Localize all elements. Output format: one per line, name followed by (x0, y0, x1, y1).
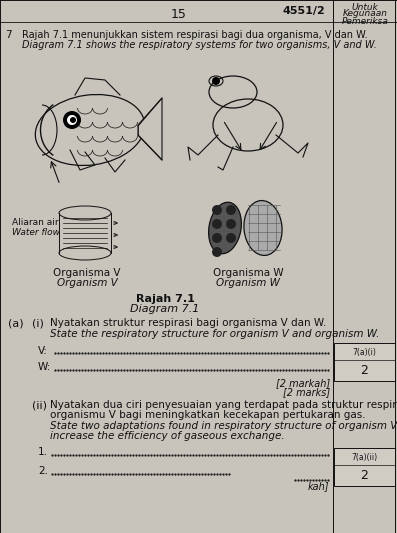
Circle shape (212, 205, 222, 215)
Text: Organisma W: Organisma W (213, 268, 283, 278)
Text: 2: 2 (360, 469, 368, 482)
Text: Water flow: Water flow (12, 228, 60, 237)
Text: Diagram 7.1: Diagram 7.1 (130, 304, 200, 314)
Text: organismu V bagi meningkatkan kecekapan pertukaran gas.: organismu V bagi meningkatkan kecekapan … (50, 410, 366, 420)
Circle shape (212, 77, 220, 85)
Text: [2 marks]: [2 marks] (283, 387, 330, 397)
Bar (334, 448, 395, 486)
Text: 7(a)(i): 7(a)(i) (353, 348, 376, 357)
Circle shape (226, 205, 236, 215)
Text: Untuk: Untuk (352, 3, 378, 12)
Text: V:: V: (38, 346, 48, 356)
Text: 15: 15 (171, 7, 187, 20)
Text: 1.: 1. (38, 447, 48, 457)
Text: kah]: kah] (308, 481, 329, 491)
Text: Kegunaan: Kegunaan (343, 10, 387, 19)
Circle shape (70, 117, 76, 123)
Text: increase the efficiency of gaseous exchange.: increase the efficiency of gaseous excha… (50, 431, 285, 441)
Ellipse shape (59, 206, 111, 220)
Polygon shape (138, 98, 162, 160)
Circle shape (212, 233, 222, 243)
Text: Nyatakan struktur respirasi bagi organisma V dan W.: Nyatakan struktur respirasi bagi organis… (50, 318, 326, 328)
Text: State two adaptations found in respiratory structure of organism V to: State two adaptations found in respirato… (50, 421, 397, 431)
Ellipse shape (208, 202, 241, 254)
Text: Diagram 7.1 shows the respiratory systems for two organisms, V and W.: Diagram 7.1 shows the respiratory system… (22, 40, 377, 50)
Text: Organism V: Organism V (57, 278, 118, 288)
Bar (334, 343, 395, 381)
Text: [2 markah]: [2 markah] (276, 378, 330, 388)
Text: (i): (i) (32, 318, 44, 328)
Circle shape (212, 247, 222, 257)
Text: W:: W: (38, 362, 51, 372)
Text: Aliaran air: Aliaran air (12, 218, 59, 227)
Text: 2.: 2. (38, 466, 48, 476)
Circle shape (212, 219, 222, 229)
Text: 7: 7 (5, 30, 12, 40)
Text: State the respiratory structure for organism V and organism W.: State the respiratory structure for orga… (50, 329, 380, 339)
Text: Organism W: Organism W (216, 278, 280, 288)
Text: 2: 2 (360, 364, 368, 377)
Circle shape (226, 219, 236, 229)
Text: 7(a)(ii): 7(a)(ii) (351, 453, 378, 462)
Text: Rajah 7.1 menunjukkan sistem respirasi bagi dua organisma, V dan W.: Rajah 7.1 menunjukkan sistem respirasi b… (22, 30, 368, 40)
Text: (a): (a) (8, 318, 24, 328)
Circle shape (67, 115, 77, 125)
Text: Nyatakan dua ciri penyesuaian yang terdapat pada struktur respirasi: Nyatakan dua ciri penyesuaian yang terda… (50, 400, 397, 410)
Text: Pemeriksa: Pemeriksa (341, 17, 388, 26)
Text: Organisma V: Organisma V (53, 268, 121, 278)
Text: Rajah 7.1: Rajah 7.1 (135, 294, 195, 304)
Text: (ii): (ii) (32, 400, 47, 410)
Ellipse shape (244, 200, 282, 255)
Circle shape (226, 233, 236, 243)
Text: 4551/2: 4551/2 (282, 6, 325, 16)
Ellipse shape (59, 246, 111, 260)
Circle shape (63, 111, 81, 129)
